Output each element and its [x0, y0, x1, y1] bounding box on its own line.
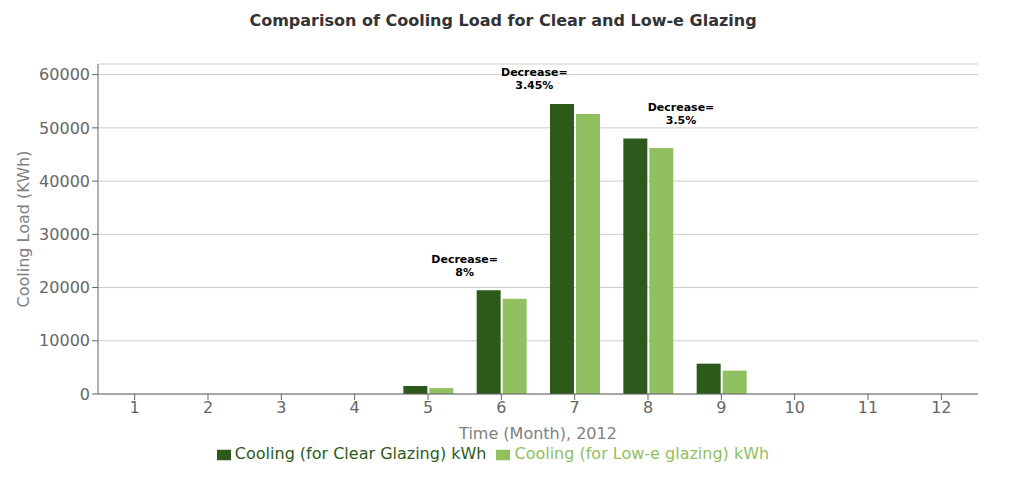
svg-text:4: 4	[350, 398, 360, 417]
svg-text:Cooling Load (KWh): Cooling Load (KWh)	[14, 151, 33, 308]
svg-text:1: 1	[130, 398, 140, 417]
html-text:Cooling (for Low-e glazing) kW: Cooling (for Low-e glazing) kWh	[514, 444, 770, 463]
svg-text:Decrease=3.5%: Decrease=3.5%	[648, 101, 715, 127]
svg-text:0: 0	[80, 385, 90, 404]
svg-text:5: 5	[423, 398, 433, 417]
svg-text:12: 12	[931, 398, 951, 417]
svg-text:6: 6	[496, 398, 506, 417]
svg-text:8: 8	[643, 398, 653, 417]
svg-text:10000: 10000	[39, 331, 90, 350]
svg-text:7: 7	[570, 398, 580, 417]
svg-text:3: 3	[276, 398, 286, 417]
html-text:Comparison of Cooling Load for: Comparison of Cooling Load for Clear and…	[249, 11, 757, 30]
svg-text:20000: 20000	[39, 278, 90, 297]
svg-text:9: 9	[716, 398, 726, 417]
svg-text:40000: 40000	[39, 172, 90, 191]
svg-text:60000: 60000	[39, 65, 90, 84]
svg-text:Time (Month), 2012: Time (Month), 2012	[458, 424, 617, 443]
svg-text:10: 10	[784, 398, 804, 417]
svg-text:50000: 50000	[39, 119, 90, 138]
html-text:Cooling (for Clear Glazing) kW: Cooling (for Clear Glazing) kWh	[234, 444, 487, 463]
svg-text:Decrease=8%: Decrease=8%	[431, 253, 498, 279]
svg-text:30000: 30000	[39, 225, 90, 244]
svg-text:2: 2	[203, 398, 213, 417]
svg-text:11: 11	[858, 398, 878, 417]
svg-text:Decrease=3.45%: Decrease=3.45%	[501, 66, 568, 92]
